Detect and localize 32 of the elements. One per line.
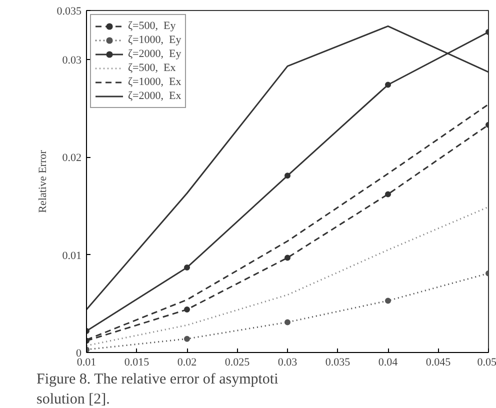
x-tick-label: 0.04 [378,356,398,368]
x-tick-label: 0.035 [325,356,351,368]
point [385,298,391,304]
legend-label: ζ=1000, Ey [128,33,182,47]
x-tick-label: 0.02 [177,356,197,368]
x-tick-label: 0.03 [278,356,298,368]
point [184,336,190,342]
x-tick-label: 0.025 [224,356,250,368]
y-tick-label: 0.01 [62,250,82,262]
legend-label: ζ=2000, Ex [128,89,182,103]
point [284,319,290,326]
legend-label: ζ=1000, Ex [128,75,182,89]
point [385,82,391,88]
y-tick-label: 0 [76,348,82,360]
point [385,191,391,198]
y-tick-label: 0.03 [62,54,82,66]
text: solution [2]. [36,392,110,408]
legend-label: ζ=500, Ey [128,19,176,33]
point [184,306,190,312]
legend-label: ζ=2000, Ey [128,47,182,61]
point [284,254,290,261]
y-tick-label: 0.02 [62,152,82,164]
legend-label: ζ=500, Ex [128,61,176,75]
x-tick-label: 0.01 [76,356,96,368]
x-tick-label: 0.015 [124,356,150,368]
point [184,264,190,270]
y-axis-title: Relative Error [36,150,49,213]
x-tick-label: 0.05 [477,356,496,368]
point [284,172,290,179]
y-tick-label: 0.035 [56,6,82,18]
x-tick-label: 0.045 [426,356,452,368]
caption: Figure 8. The relative error of asymptoti [36,372,278,388]
